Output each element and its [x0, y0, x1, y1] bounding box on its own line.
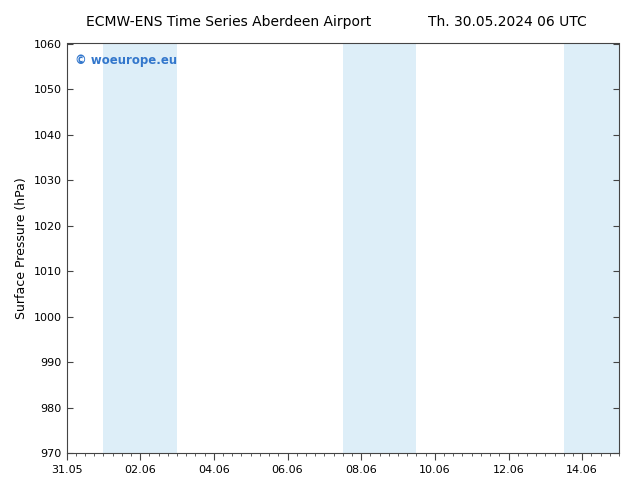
- Text: © woeurope.eu: © woeurope.eu: [75, 54, 177, 67]
- Text: Th. 30.05.2024 06 UTC: Th. 30.05.2024 06 UTC: [428, 15, 586, 29]
- Text: ECMW-ENS Time Series Aberdeen Airport: ECMW-ENS Time Series Aberdeen Airport: [86, 15, 371, 29]
- Bar: [564, 44, 634, 453]
- Bar: [343, 44, 417, 453]
- Y-axis label: Surface Pressure (hPa): Surface Pressure (hPa): [15, 177, 28, 319]
- Bar: [103, 44, 177, 453]
